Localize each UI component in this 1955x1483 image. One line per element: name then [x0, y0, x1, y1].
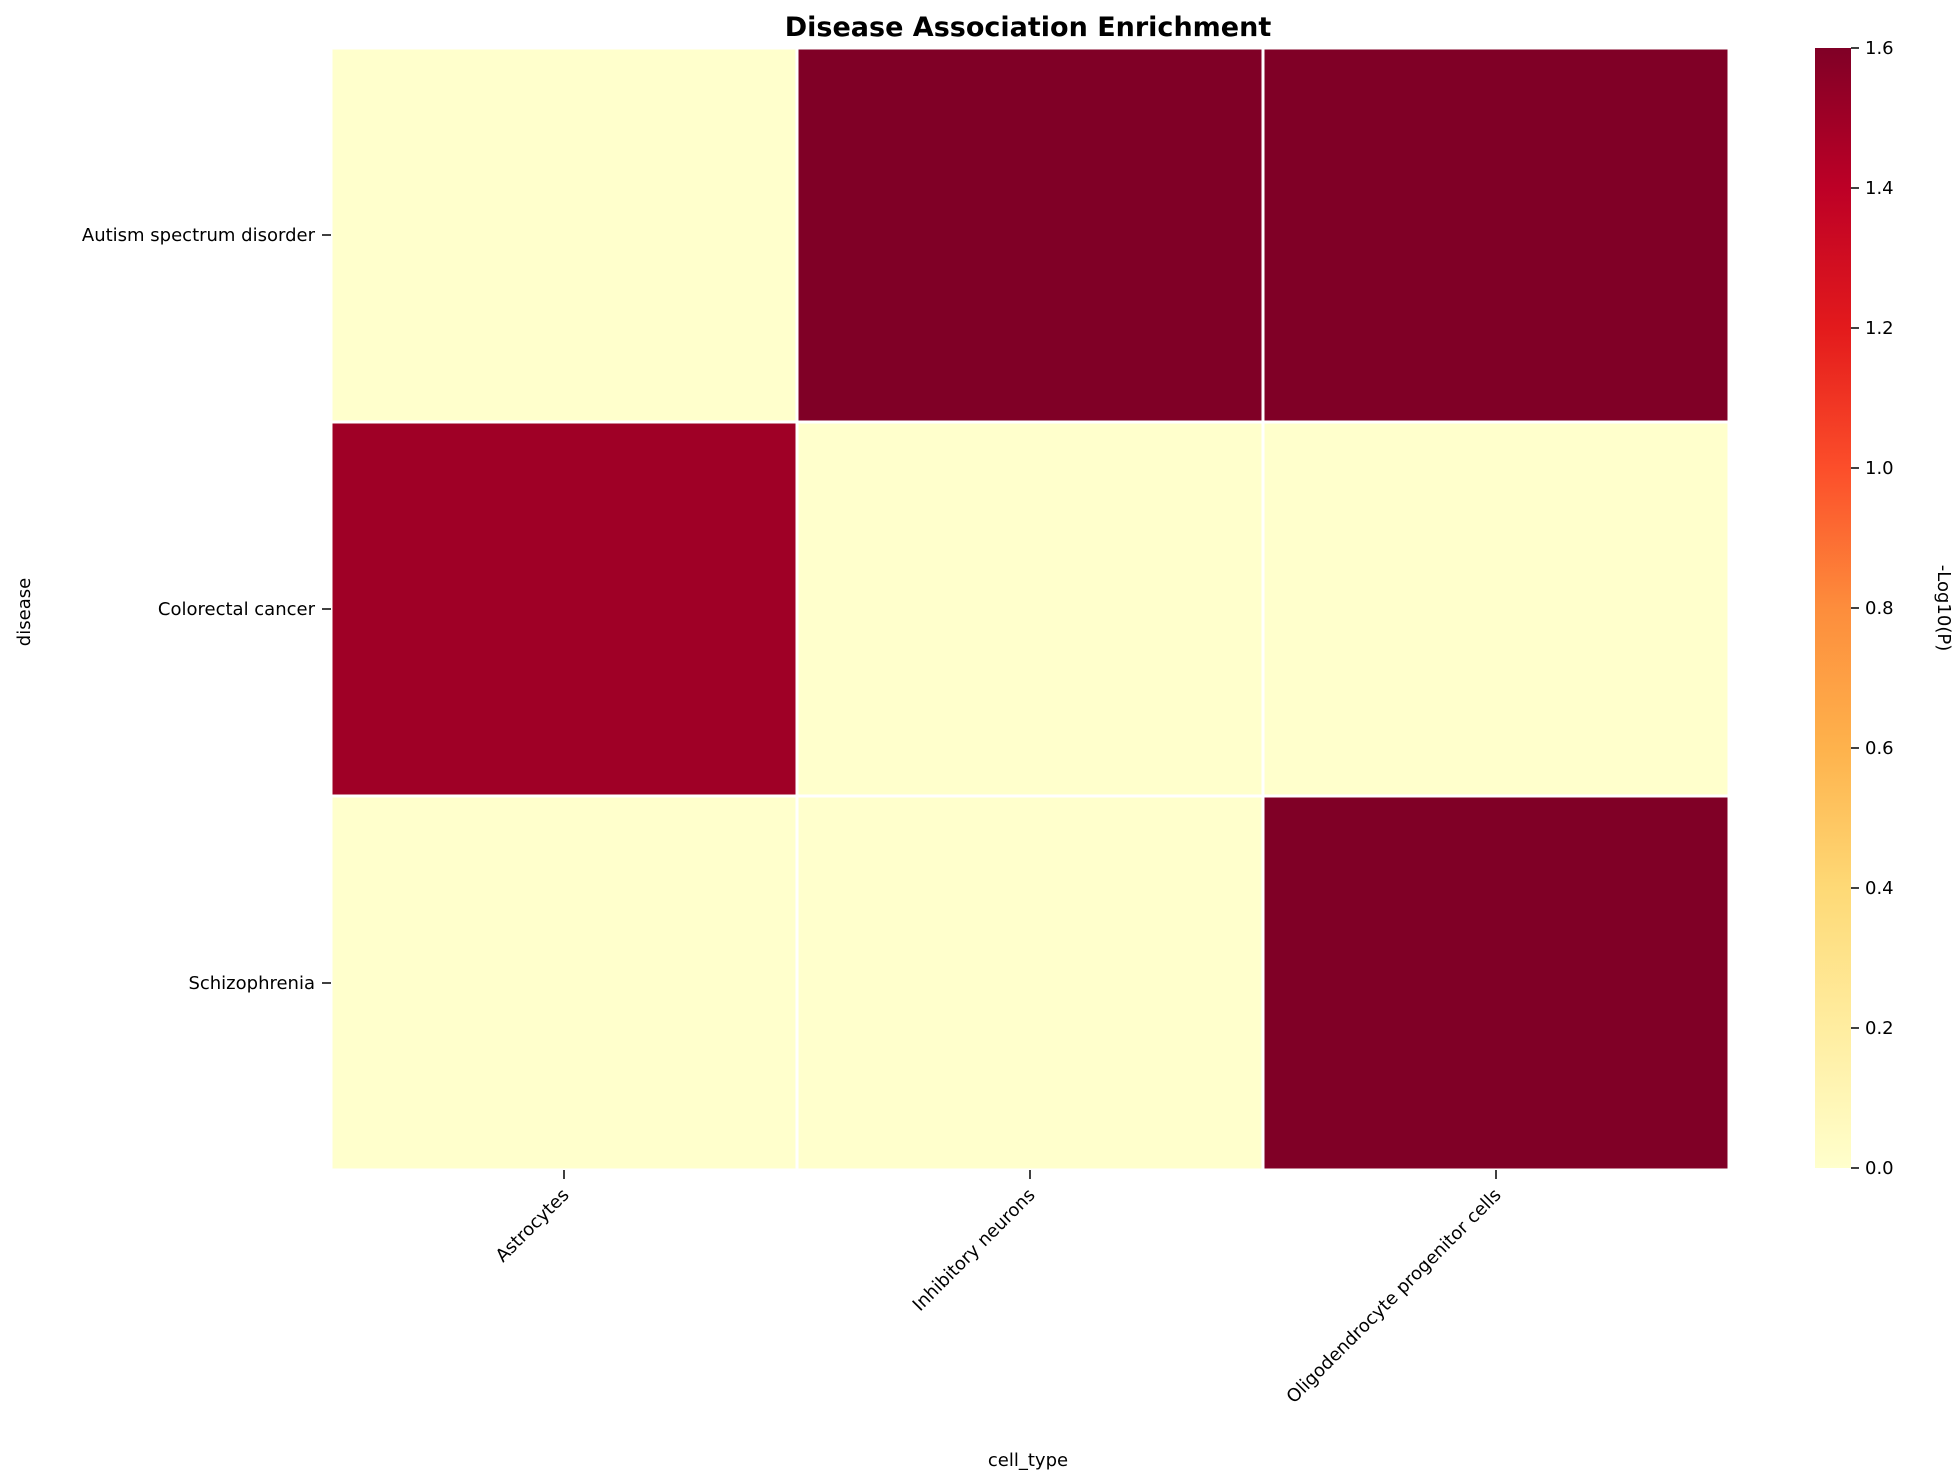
- colorbar-tick-label: 0.4: [1865, 878, 1894, 899]
- colorbar-tick-label: 0.8: [1865, 598, 1894, 619]
- heatmap-cell: [795, 794, 1265, 1172]
- x-axis-label: cell_type: [988, 1450, 1068, 1471]
- x-tick-label: Inhibitory neurons: [909, 1185, 1040, 1316]
- y-tick-label: Colorectal cancer: [158, 599, 316, 620]
- colorbar-tick-label: 1.4: [1865, 178, 1894, 199]
- heatmap-cell: [1261, 46, 1731, 424]
- colorbar-label: -Log10(P): [1933, 565, 1954, 651]
- heatmap-cell: [1261, 420, 1731, 798]
- heatmap-cell: [1261, 794, 1731, 1172]
- heatmap-cell: [795, 46, 1265, 424]
- colorbar-tick-label: 0.0: [1865, 1158, 1894, 1179]
- x-axis-ticks: Astrocytes Inhibitory neurons Oligodendroc…: [492, 1170, 1506, 1408]
- colorbar-tick-label: 1.6: [1865, 38, 1894, 59]
- heatmap-cell: [795, 420, 1265, 798]
- heatmap-cell: [329, 794, 799, 1172]
- heatmap-cell: [329, 420, 799, 798]
- heatmap-cell: [329, 46, 799, 424]
- colorbar-tick-label: 0.2: [1865, 1018, 1894, 1039]
- chart-title: Disease Association Enrichment: [785, 12, 1272, 43]
- y-tick-label: Autism spectrum disorder: [82, 225, 316, 246]
- colorbar-tick-label: 1.2: [1865, 318, 1894, 339]
- y-tick-label: Schizophrenia: [188, 973, 315, 994]
- y-axis-ticks: Autism spectrum disorder Colorectal cance…: [82, 225, 331, 994]
- x-tick-label: Astrocytes: [492, 1185, 574, 1267]
- heatmap-cells: [329, 46, 1731, 1172]
- colorbar-ticks: 0.0 0.2 0.4 0.6 0.8 1.0 1.2 1.4 1.6: [1851, 38, 1894, 1179]
- y-axis-label: disease: [14, 578, 35, 646]
- x-tick-label: Oligodendrocyte progenitor cells: [1283, 1185, 1506, 1408]
- colorbar-tick-label: 0.6: [1865, 738, 1894, 759]
- colorbar-gradient: [1815, 48, 1851, 1168]
- colorbar-tick-label: 1.0: [1865, 458, 1894, 479]
- colorbar: 0.0 0.2 0.4 0.6 0.8 1.0 1.2 1.4 1.6 -Log10(P): [1815, 38, 1954, 1179]
